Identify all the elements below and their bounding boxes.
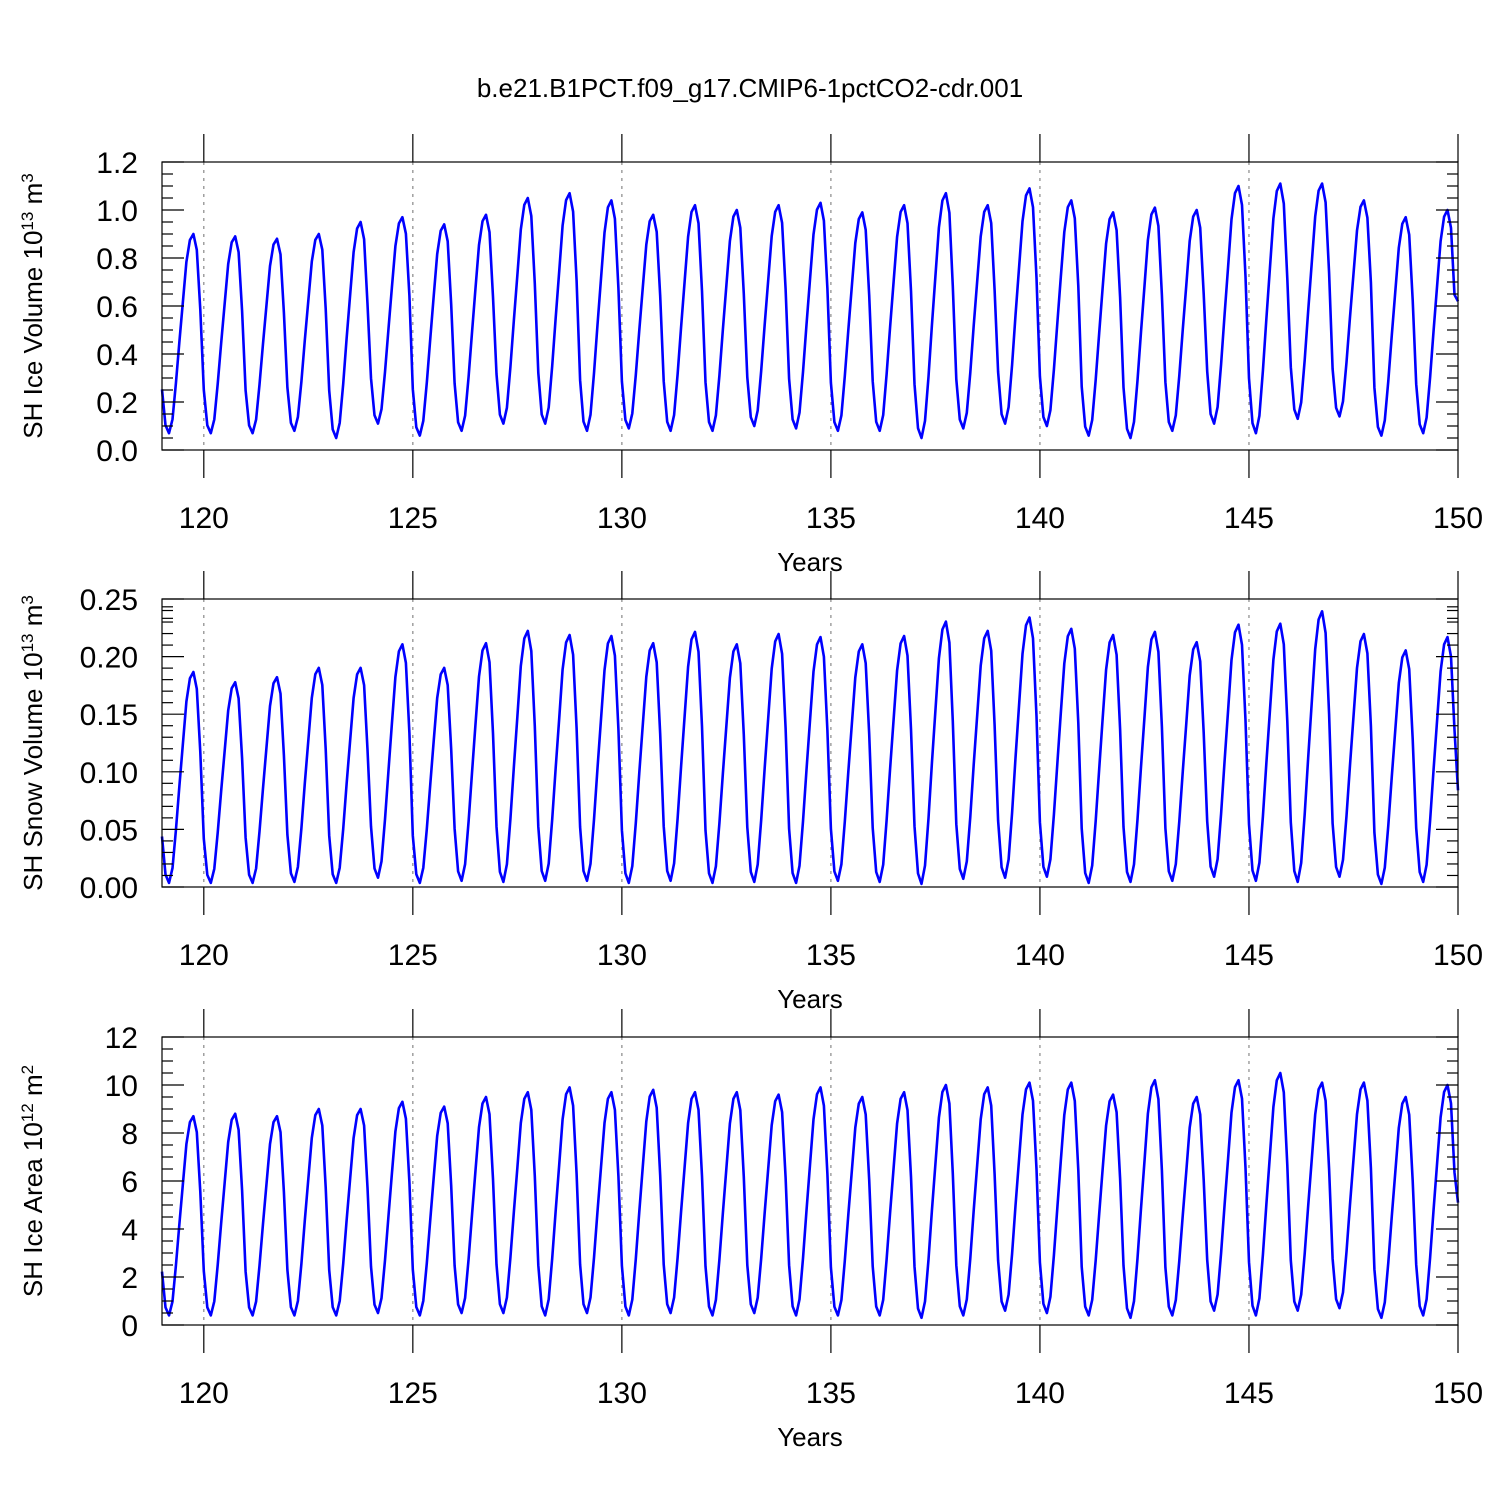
ice-volume-ytick-label: 0.2 [96, 387, 138, 420]
ice-area-xtick-label: 125 [388, 1377, 438, 1410]
ice-area-x-axis-title: Years [777, 1422, 843, 1452]
ice-volume-ytick-label: 0.8 [96, 243, 138, 276]
ice-area-ytick-label: 6 [121, 1166, 138, 1199]
ice-volume-plot-frame [161, 161, 1459, 451]
snow-volume-xtick-label: 135 [806, 939, 856, 972]
ice-area-xtick-label: 145 [1224, 1377, 1274, 1410]
snow-volume-x-axis-title: Years [777, 984, 843, 1014]
snow-volume-ytick-label: 0.05 [80, 814, 138, 847]
snow-volume-xtick-label: 130 [597, 939, 647, 972]
ice-volume-ytick-label: 1.2 [96, 147, 138, 180]
snow-volume-plot-frame [161, 598, 1459, 888]
snow-volume-xtick-label: 125 [388, 939, 438, 972]
snow-volume-xtick-label: 140 [1015, 939, 1065, 972]
ice-volume-xtick-label: 135 [806, 502, 856, 535]
ice-area-ytick-label: 12 [105, 1022, 138, 1055]
ice-area-ytick-label: 0 [121, 1310, 138, 1343]
ice-area-ytick-label: 10 [105, 1070, 138, 1103]
snow-volume-xtick-label: 150 [1433, 939, 1483, 972]
ice-volume-xtick-label: 125 [388, 502, 438, 535]
ice-volume-x-axis-title: Years [777, 547, 843, 577]
figure-title: b.e21.B1PCT.f09_g17.CMIP6-1pctCO2-cdr.00… [477, 73, 1023, 103]
ice-volume-ytick-label: 1.0 [96, 195, 138, 228]
snow-volume-y-axis-title: SH Snow Volume 1013 m3 [18, 595, 49, 891]
ice-area-ytick-label: 8 [121, 1118, 138, 1151]
ice-area-ytick-label: 2 [121, 1262, 138, 1295]
ice-volume-xtick-label: 150 [1433, 502, 1483, 535]
snow-volume-series-line [160, 609, 1460, 886]
snow-volume-ytick-label: 0.15 [80, 699, 138, 732]
ice-volume-series-line [160, 182, 1460, 440]
panel-sh-ice-volume: 120 125 130 135 140 145 150 0.0 0.2 0.4 0.6 0.8 1.0 1… [18, 134, 1483, 577]
snow-volume-ytick-label: 0.10 [80, 757, 138, 790]
ice-area-xtick-label: 140 [1015, 1377, 1065, 1410]
ice-volume-ytick-label: 0.6 [96, 291, 138, 324]
ice-volume-xtick-label: 140 [1015, 502, 1065, 535]
snow-volume-xtick-label: 120 [179, 939, 229, 972]
ice-volume-xtick-label: 145 [1224, 502, 1274, 535]
ice-area-y-axis-title: SH Ice Area 1012 m2 [18, 1065, 49, 1297]
ice-volume-xtick-label: 130 [597, 502, 647, 535]
snow-volume-xtick-label: 145 [1224, 939, 1274, 972]
ice-area-ytick-label: 4 [121, 1214, 138, 1247]
ice-area-xtick-label: 150 [1433, 1377, 1483, 1410]
ice-volume-ytick-label: 0.0 [96, 435, 138, 468]
ice-area-xtick-label: 135 [806, 1377, 856, 1410]
ice-volume-y-axis-title: SH Ice Volume 1013 m3 [18, 173, 49, 438]
panel-sh-ice-area: 120 125 130 135 140 145 150 0 2 4 6 8 10 12 Years SH Ic… [18, 1009, 1483, 1452]
ice-area-series-line [160, 1071, 1460, 1320]
ice-area-xtick-label: 130 [597, 1377, 647, 1410]
ice-area-xtick-label: 120 [179, 1377, 229, 1410]
ice-volume-ytick-label: 0.4 [96, 339, 138, 372]
snow-volume-ytick-label: 0.20 [80, 642, 138, 675]
snow-volume-ytick-label: 0.00 [80, 872, 138, 905]
snow-volume-ytick-label: 0.25 [80, 584, 138, 617]
panel-sh-snow-volume: 120 125 130 135 140 145 150 0.00 0.05 0.10 0.15 0.2… [18, 571, 1483, 1014]
ice-volume-xtick-label: 120 [179, 502, 229, 535]
